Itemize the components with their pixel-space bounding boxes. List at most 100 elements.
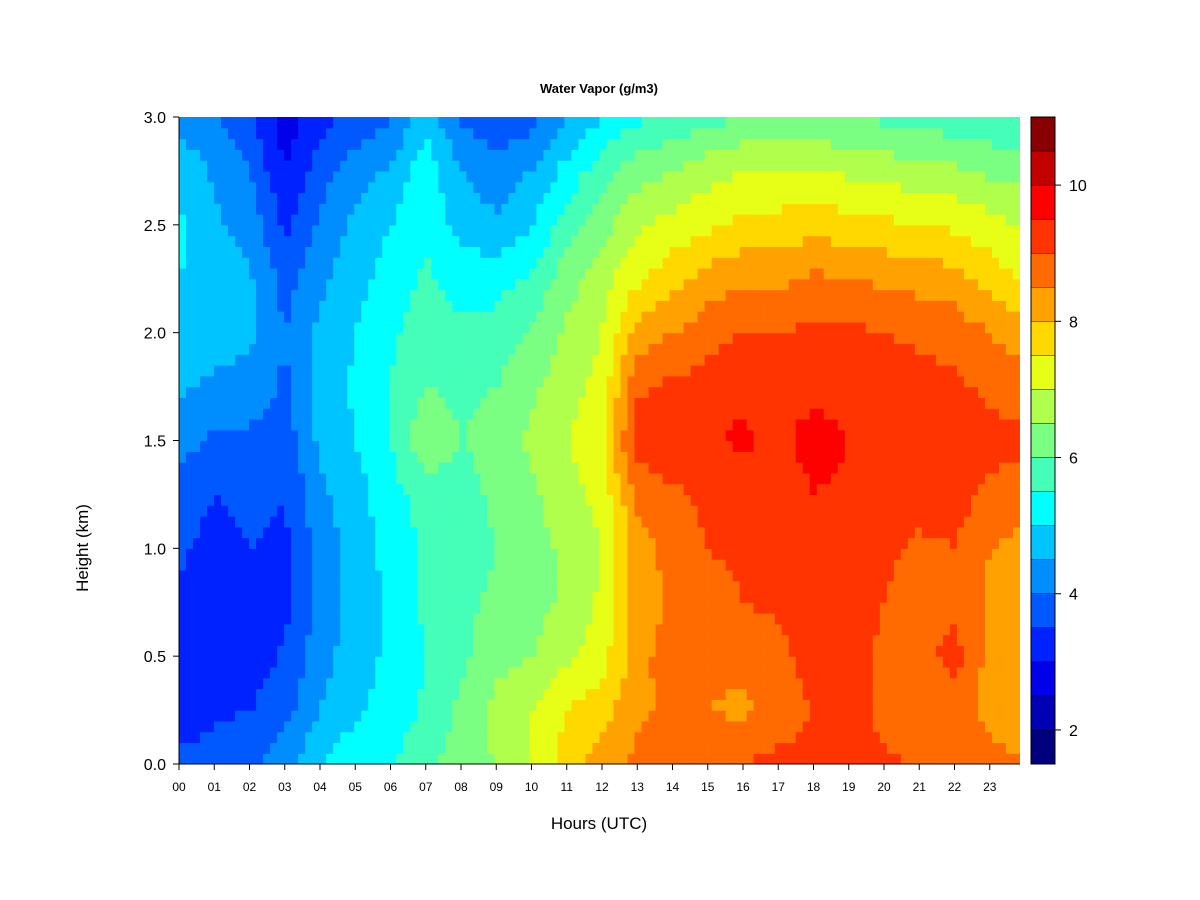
heatmap-cell (900, 408, 909, 420)
heatmap-cell (424, 720, 432, 733)
heatmap-cell (613, 418, 622, 431)
heatmap-cell (928, 418, 937, 431)
heatmap-cell (697, 311, 706, 323)
heatmap-cell (921, 537, 930, 549)
heatmap-cell (242, 462, 250, 474)
heatmap-cell (571, 472, 580, 485)
heatmap-cell (179, 343, 187, 355)
heatmap-cell (977, 526, 986, 539)
heatmap-cell (522, 720, 531, 733)
heatmap-cell (480, 332, 488, 345)
heatmap-cell (851, 365, 860, 377)
heatmap-cell (1005, 666, 1014, 679)
heatmap-cell (641, 753, 650, 764)
heatmap-cell (522, 677, 531, 690)
heatmap-cell (564, 634, 573, 646)
heatmap-cell (501, 569, 509, 582)
heatmap-cell (277, 397, 285, 409)
heatmap-cell (879, 720, 888, 733)
heatmap-cell (529, 731, 538, 744)
heatmap-cell (914, 666, 923, 679)
heatmap-cell (599, 375, 608, 388)
heatmap-cell (557, 559, 566, 571)
heatmap-cell (942, 591, 951, 603)
heatmap-cell (998, 440, 1007, 452)
heatmap-cell (312, 386, 320, 398)
heatmap-cell (991, 462, 1000, 474)
heatmap-cell (942, 472, 951, 485)
heatmap-cell (214, 602, 222, 614)
heatmap-cell (473, 677, 481, 690)
heatmap-cell (361, 440, 369, 452)
heatmap-cell (186, 451, 194, 463)
heatmap-cell (585, 602, 594, 614)
heatmap-cell (333, 720, 341, 733)
heatmap-cell (970, 559, 979, 571)
heatmap-cell (186, 515, 194, 528)
heatmap-cell (585, 483, 594, 496)
heatmap-cell (298, 515, 306, 528)
heatmap-cell (1012, 332, 1020, 345)
heatmap-cell (186, 591, 194, 603)
heatmap-cell (977, 623, 986, 636)
heatmap-cell (690, 462, 699, 474)
heatmap-cell (662, 311, 671, 323)
heatmap-cell (669, 666, 678, 679)
heatmap-cell (242, 483, 250, 496)
heatmap-cell (459, 699, 467, 711)
heatmap-cell (823, 408, 832, 420)
heatmap-cell (284, 332, 292, 345)
heatmap-cell (417, 526, 425, 539)
heatmap-cell (375, 332, 383, 345)
heatmap-cell (592, 408, 601, 420)
heatmap-cell (1005, 332, 1014, 345)
heatmap-cell (543, 742, 552, 754)
heatmap-cell (949, 602, 958, 614)
heatmap-cell (256, 613, 264, 625)
heatmap-cell (935, 397, 944, 409)
heatmap-cell (634, 408, 643, 420)
heatmap-cell (718, 494, 727, 506)
heatmap-cell (928, 505, 937, 517)
heatmap-cell (592, 537, 601, 549)
heatmap-cell (697, 429, 706, 442)
heatmap-cell (571, 537, 580, 549)
heatmap-cell (228, 602, 236, 614)
heatmap-cell (746, 397, 755, 409)
heatmap-cell (914, 591, 923, 603)
heatmap-cell (284, 731, 292, 744)
heatmap-cell (781, 515, 790, 528)
heatmap-cell (858, 451, 867, 463)
heatmap-cell (543, 656, 552, 668)
heatmap-cell (795, 321, 804, 334)
heatmap-cell (690, 365, 699, 377)
heatmap-cell (326, 483, 334, 496)
heatmap-cell (333, 666, 341, 679)
heatmap-cell (186, 321, 194, 334)
heatmap-cell (284, 354, 292, 366)
heatmap-cell (424, 332, 432, 345)
heatmap-cell (655, 645, 664, 657)
heatmap-cell (830, 731, 839, 744)
heatmap-cell (795, 602, 804, 614)
heatmap-cell (389, 602, 397, 614)
heatmap-cell (907, 483, 916, 496)
heatmap-cell (431, 526, 439, 539)
heatmap-cell (571, 666, 580, 679)
heatmap-cell (389, 494, 397, 506)
heatmap-cell (907, 472, 916, 485)
heatmap-cell (795, 505, 804, 517)
heatmap-cell (844, 677, 853, 690)
heatmap-cell (396, 623, 404, 636)
heatmap-cell (396, 666, 404, 679)
heatmap-cell (697, 472, 706, 485)
heatmap-cell (319, 408, 327, 420)
heatmap-cell (1012, 397, 1020, 409)
heatmap-cell (900, 526, 909, 539)
heatmap-cell (998, 537, 1007, 549)
heatmap-cell (760, 580, 769, 593)
heatmap-cell (473, 742, 481, 754)
heatmap-cell (221, 569, 229, 582)
heatmap-cell (508, 321, 516, 334)
heatmap-cell (347, 472, 355, 485)
